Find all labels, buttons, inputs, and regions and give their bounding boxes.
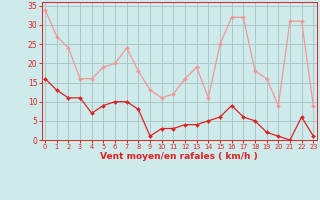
X-axis label: Vent moyen/en rafales ( km/h ): Vent moyen/en rafales ( km/h ) [100,152,258,161]
